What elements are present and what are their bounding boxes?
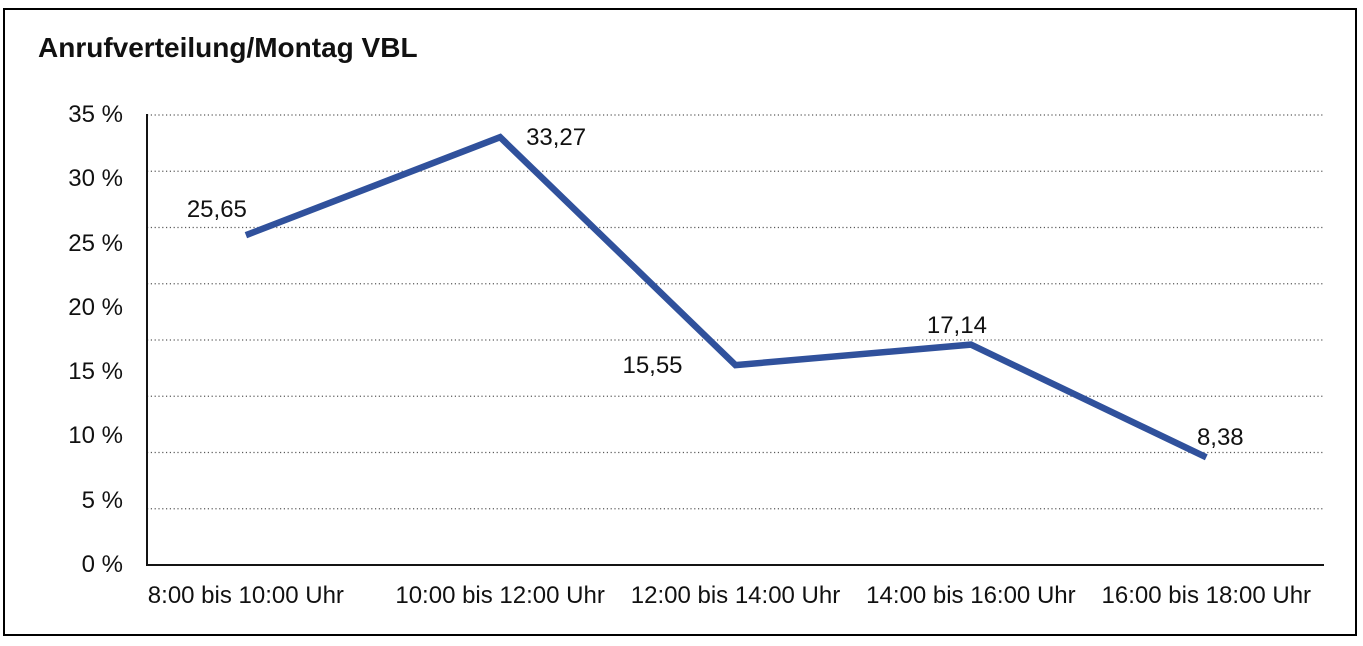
- chart-title: Anrufverteilung/Montag VBL: [38, 32, 418, 63]
- y-axis-tick-label: 10 %: [68, 422, 123, 450]
- data-point-label: 33,27: [526, 124, 587, 152]
- x-axis-category-label: 10:00 bis 12:00 Uhr: [395, 582, 605, 609]
- y-axis-tick-label: 20 %: [68, 293, 123, 321]
- data-point-label: 17,14: [926, 311, 987, 339]
- data-point-label: 25,65: [186, 196, 247, 224]
- x-axis-category-label: 8:00 bis 10:00 Uhr: [147, 582, 344, 609]
- data-point-label: 15,55: [622, 352, 683, 380]
- gridlines-group: [147, 114, 1324, 510]
- y-axis-tick-label: 0 %: [81, 551, 123, 578]
- x-axis-category-label: 12:00 bis 14:00 Uhr: [630, 582, 841, 609]
- data-line: [244, 133, 1208, 461]
- y-axis-tick-label: 35 %: [68, 101, 123, 128]
- axes-group: [146, 114, 1324, 566]
- x-axis-category-label: 16:00 bis 18:00 Uhr: [1101, 582, 1312, 609]
- y-axis-tick-label: 5 %: [81, 486, 123, 514]
- y-axis-tick-label: 30 %: [68, 165, 123, 193]
- chart-frame: [3, 8, 1357, 636]
- x-axis-category-label: 14:00 bis 16:00 Uhr: [866, 582, 1076, 609]
- y-axis-tick-label: 15 %: [68, 358, 123, 386]
- y-axis-tick-label: 25 %: [68, 229, 123, 257]
- data-point-label: 8,38: [1196, 424, 1244, 452]
- data-series-group: [244, 133, 1208, 461]
